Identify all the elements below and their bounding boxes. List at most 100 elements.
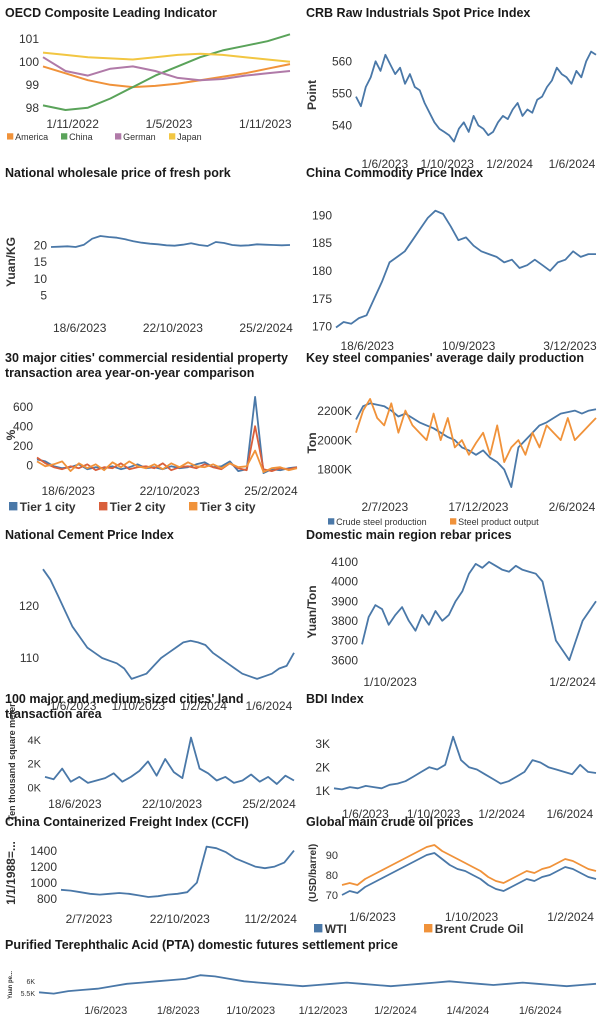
- y-axis-label: Yuan/KG: [4, 237, 18, 287]
- legend-swatch: [61, 133, 68, 140]
- chart-title: China Commodity Price Index: [306, 166, 484, 180]
- y-tick-label: 3900: [331, 594, 358, 608]
- chart-title: 100 major and medium-sized cities' land …: [5, 692, 244, 721]
- x-tick-label: 1/6/2023: [50, 699, 97, 713]
- series-line: [44, 736, 295, 785]
- y-tick-label: 4K: [28, 735, 42, 747]
- legend-label: Crude steel production: [336, 517, 427, 527]
- y-axis-label: Yuan/Ton: [305, 585, 319, 638]
- x-tick-label: 2/7/2023: [66, 912, 113, 926]
- y-axis-label: Ten thousand square meter: [7, 703, 17, 821]
- y-tick-label: 70: [326, 890, 338, 902]
- chart-svg: 98 99 100 101 1/11/2022 1/5/2023 1/11/2023 Amer…: [7, 32, 292, 142]
- chart-svg: 0K 2K 4K Ten thousand square meter 18/6/2023…: [7, 703, 296, 821]
- legend-swatch: [450, 518, 457, 525]
- x-tick-label: 1/2/2024: [549, 675, 596, 689]
- legend-swatch: [328, 518, 335, 525]
- series-line-tier-1-city: [36, 395, 298, 474]
- chart-svg: 170 175 180 185 190 18/6/2023 10/9/2023 3/12/20…: [312, 208, 597, 353]
- y-tick-label: 3700: [331, 634, 358, 648]
- series-line: [333, 735, 597, 791]
- legend-swatch: [314, 924, 323, 933]
- x-tick-label: 1/2/2024: [486, 157, 533, 171]
- y-axis-label: %: [4, 429, 18, 440]
- y-tick-label: 400: [13, 419, 33, 433]
- series-line: [42, 568, 295, 680]
- x-tick-label: 22/10/2023: [143, 321, 203, 335]
- x-tick-label: 1/5/2023: [146, 117, 193, 131]
- x-tick-label: 1/6/2024: [549, 157, 596, 171]
- y-tick-label: 2000K: [317, 433, 352, 447]
- legend-swatch: [9, 502, 18, 511]
- x-tick-label: 1/6/2023: [84, 1005, 127, 1017]
- series-line-german: [42, 56, 291, 82]
- legend-label: Tier 3 city: [200, 500, 256, 514]
- x-tick-label: 1/2/2024: [478, 807, 525, 821]
- x-tick-label: 1/4/2024: [446, 1005, 489, 1017]
- series-line: [50, 235, 291, 248]
- legend-label: China: [69, 132, 93, 142]
- x-tick-label: 18/6/2023: [341, 339, 395, 353]
- x-tick-label: 1/10/2023: [112, 699, 166, 713]
- y-tick-label: 0K: [28, 782, 42, 794]
- x-tick-label: 11/2/2024: [244, 912, 297, 926]
- y-tick-label: 120: [19, 599, 39, 613]
- y-tick-label: 3600: [331, 653, 358, 667]
- chart-title: Domestic main region rebar prices: [306, 528, 512, 542]
- chart-title: Purified Terephthalic Acid (PTA) domesti…: [5, 938, 398, 952]
- y-tick-label: 4100: [331, 555, 358, 569]
- x-tick-label: 1/8/2023: [157, 1005, 200, 1017]
- x-tick-label: 18/6/2023: [42, 484, 96, 498]
- chart-svg: 3600 3700 3800 3900 4000 4100 Yuan/Ton 1/10/202…: [305, 555, 597, 689]
- y-tick-label: 100: [19, 55, 39, 69]
- chart-svg: 0 200 400 600% 18/6/2023 22/10/2023 25/2/2024 T…: [4, 395, 298, 514]
- x-tick-label: 1/6/2024: [546, 807, 593, 821]
- y-axis-label: Ton: [305, 432, 319, 453]
- series-line-america: [42, 63, 291, 89]
- y-tick-label: 1800K: [317, 463, 352, 477]
- y-tick-label: 3800: [331, 614, 358, 628]
- y-tick-label: 180: [312, 264, 332, 278]
- chart-title: Key steel companies' average daily produ…: [306, 351, 585, 365]
- chart-title: 30 major cities' commercial residential …: [5, 351, 288, 380]
- series-line-tier-3-city: [36, 449, 298, 473]
- y-tick-label: 170: [312, 320, 332, 334]
- y-axis-label: Point: [305, 80, 319, 110]
- y-tick-label: 80: [326, 870, 338, 882]
- series-line-china: [42, 33, 291, 111]
- series-line-wti: [341, 852, 597, 896]
- series-line-brent-crude-oil: [341, 844, 597, 886]
- y-tick-label: 1200: [30, 860, 57, 874]
- y-axis-label: 1/1/1988=...: [4, 841, 18, 905]
- legend-label: German: [123, 132, 156, 142]
- x-tick-label: 1/12/2023: [299, 1005, 348, 1017]
- chart-svg: 110 120 1/6/2023 1/10/2023 1/2/2024 1/6/2024: [19, 568, 295, 713]
- x-tick-label: 10/9/2023: [442, 339, 496, 353]
- chart-svg: 800 1000 1200 1400 1/1/1988=... 2/7/2023 22/10…: [4, 841, 297, 926]
- y-tick-label: 550: [332, 87, 352, 101]
- legend-swatch: [7, 133, 14, 140]
- x-tick-label: 22/10/2023: [140, 484, 200, 498]
- y-axis-label: Yuan pe...: [8, 971, 14, 999]
- x-tick-label: 1/6/2023: [349, 910, 396, 924]
- y-tick-label: 4000: [331, 575, 358, 589]
- chart-svg: 1K 2K 3K 1/6/2023 1/10/2023 1/2/2024 1/6/2024: [315, 735, 597, 821]
- y-tick-label: 90: [326, 850, 338, 862]
- series-line: [60, 845, 295, 898]
- y-tick-label: 600: [13, 400, 33, 414]
- legend-label: Brent Crude Oil: [435, 922, 524, 936]
- y-tick-label: 800: [37, 892, 57, 906]
- chart-svg: 540 550 560 Point 1/6/2023 1/10/2023 1/2/2024 1…: [305, 50, 597, 171]
- x-tick-label: 1/2/2024: [180, 699, 227, 713]
- legend-swatch: [115, 133, 122, 140]
- y-tick-label: 540: [332, 119, 352, 133]
- y-tick-label: 200: [13, 439, 33, 453]
- chart-title: China Containerized Freight Index (CCFI): [5, 815, 249, 829]
- y-tick-label: 3K: [315, 737, 330, 751]
- x-tick-label: 22/10/2023: [150, 912, 210, 926]
- y-tick-label: 1400: [30, 844, 57, 858]
- y-tick-label: 2200K: [317, 404, 352, 418]
- y-tick-label: 0: [26, 458, 33, 472]
- x-tick-label: 25/2/2024: [242, 797, 296, 811]
- series-line-japan: [42, 51, 291, 63]
